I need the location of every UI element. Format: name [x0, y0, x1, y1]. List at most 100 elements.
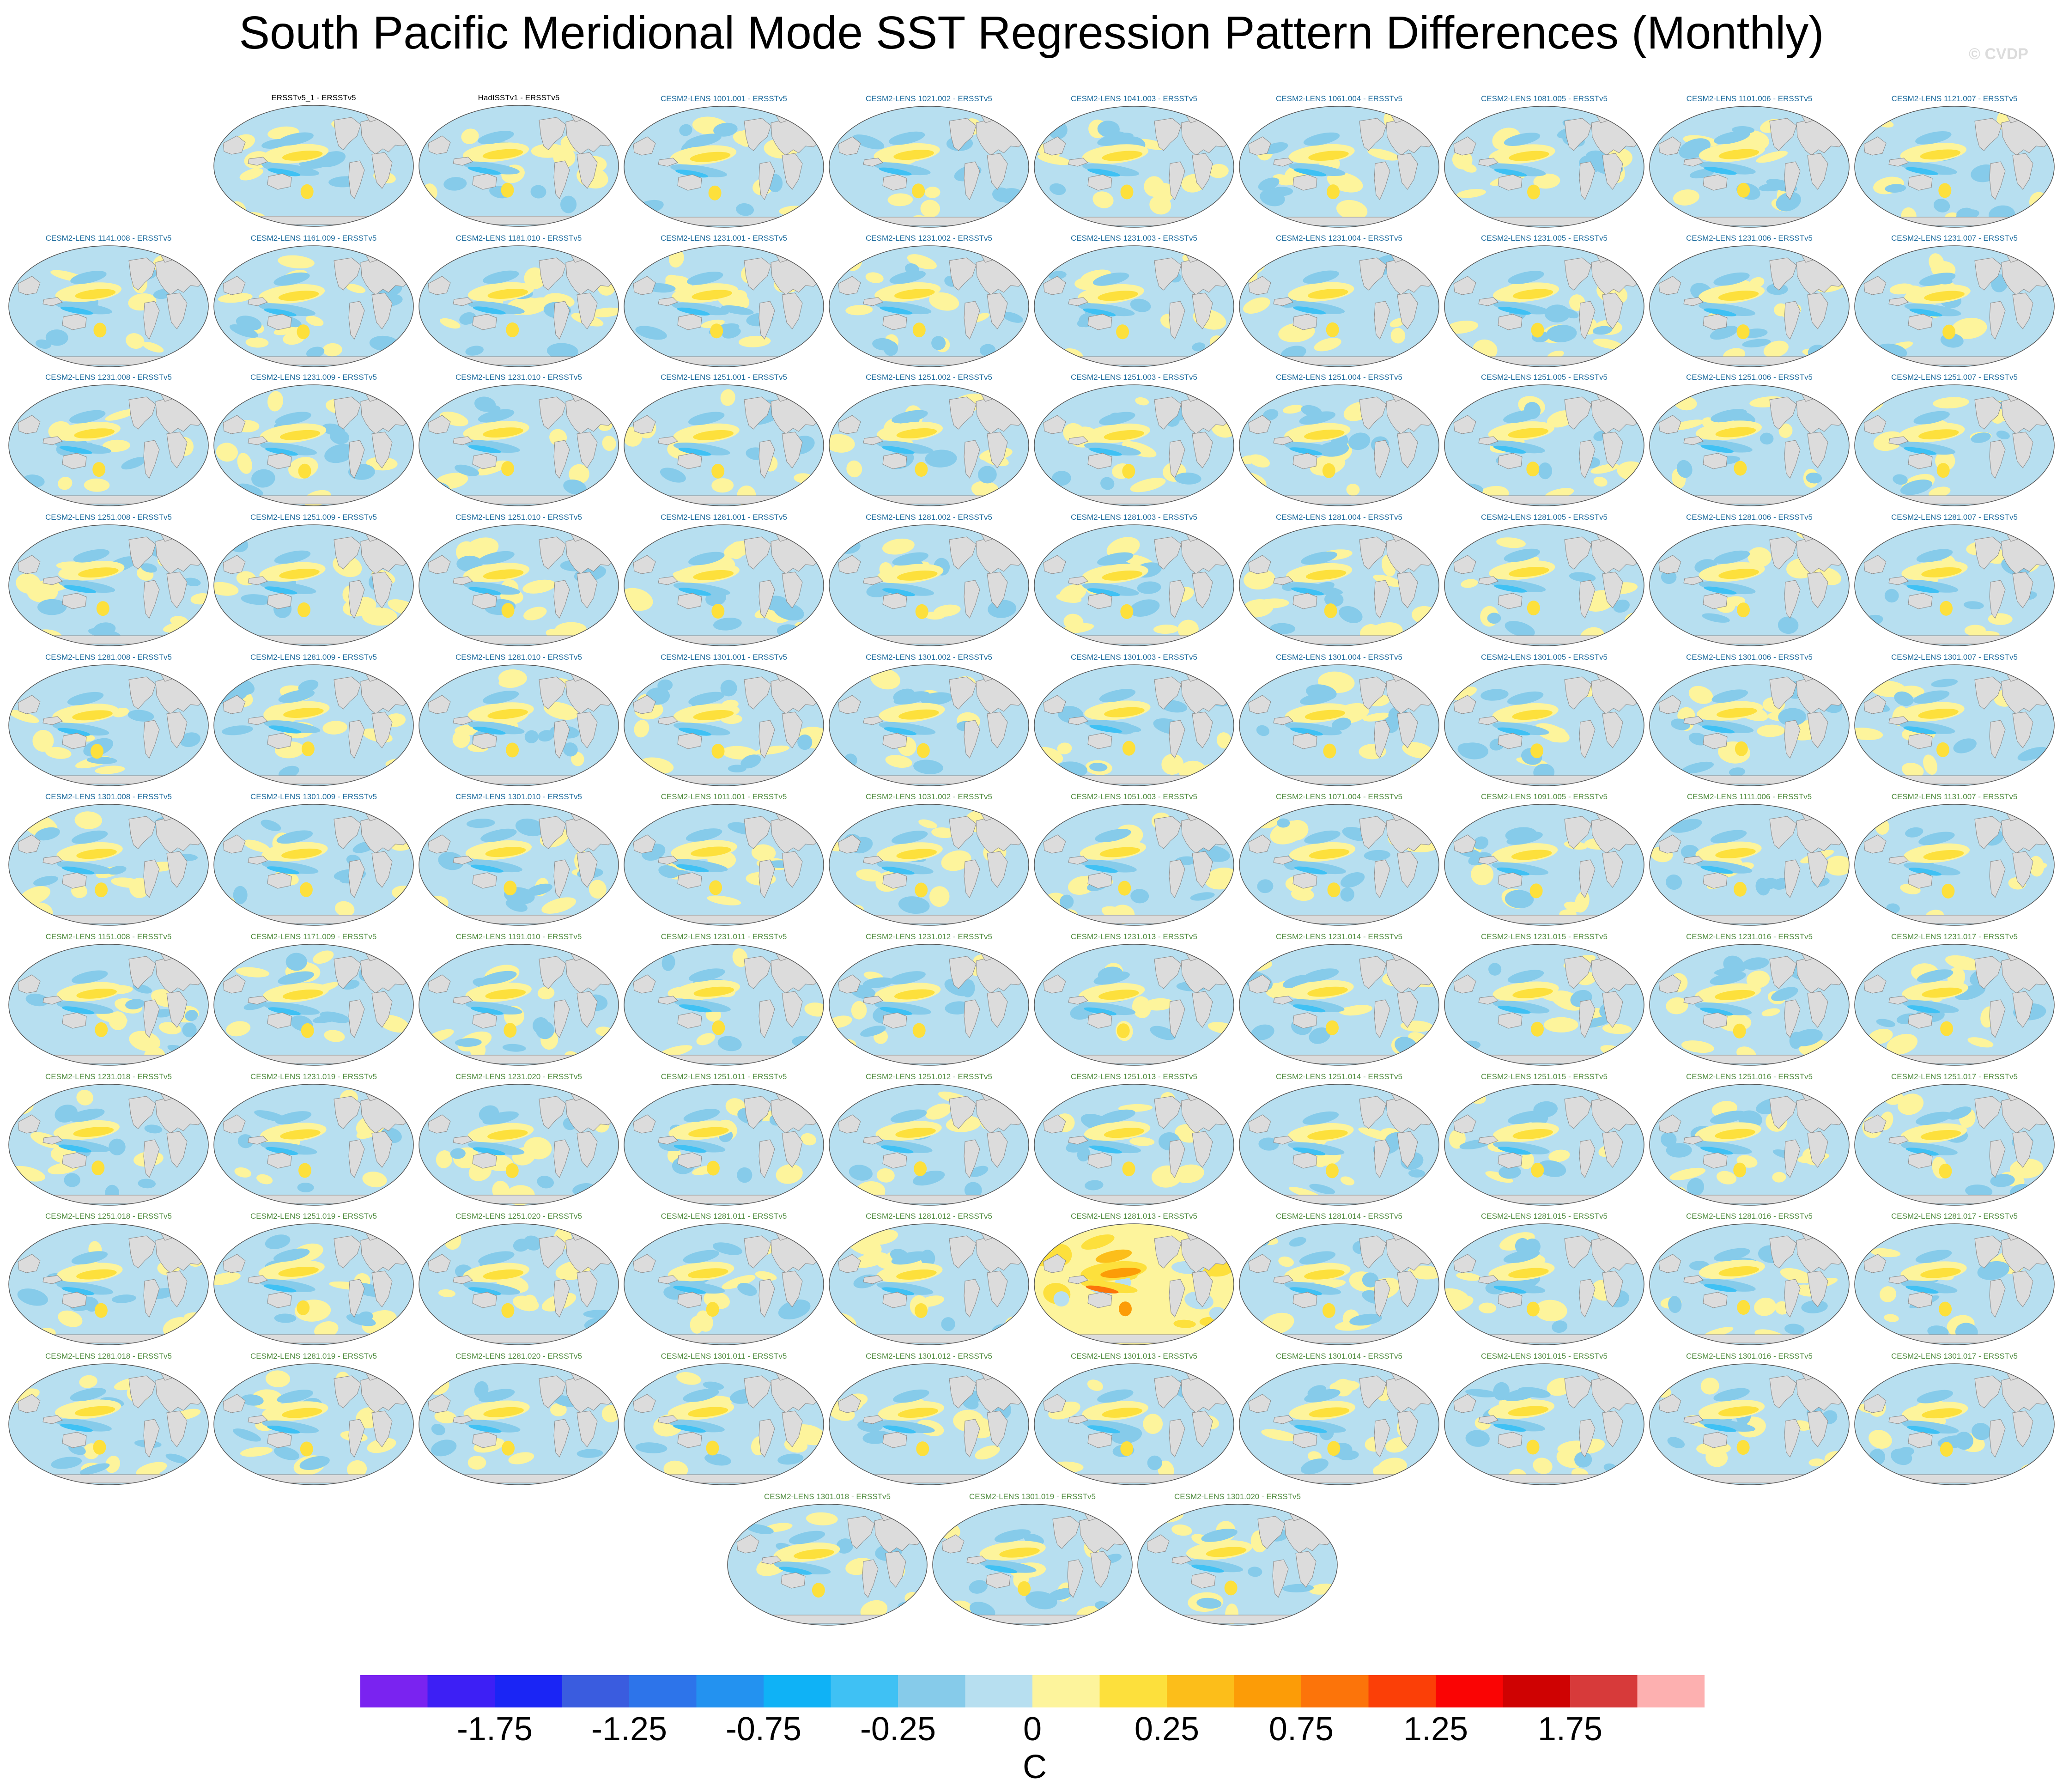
negative-anomaly-patch — [1309, 1027, 1331, 1044]
positive-anomaly-patch — [865, 272, 884, 283]
positive-anomaly-patch — [524, 267, 546, 289]
negative-anomaly-patch — [1002, 312, 1023, 323]
land-mass — [2012, 1410, 2033, 1447]
land-mass — [223, 1114, 246, 1134]
positive-anomaly-patch — [265, 1370, 291, 1388]
map-panel: CESM2-LENS 1301.008 - ERSSTv5 — [7, 792, 210, 931]
panel-title: CESM2-LENS 1131.007 - ERSSTv5 — [1891, 792, 2018, 801]
map-panel: CESM2-LENS 1251.011 - ERSSTv5 — [622, 1072, 825, 1211]
colorbar-box — [1436, 1675, 1504, 1707]
negative-anomaly-patch — [1192, 342, 1206, 352]
land-mass — [633, 415, 656, 434]
land-mass — [1658, 1254, 1681, 1273]
positive-anomaly-patch — [388, 209, 404, 223]
land-mass — [1885, 775, 2024, 784]
map-panel-grid: ERSSTv5_1 - ERSSTv5 HadISSTv1 - ERSSTv5 CE… — [7, 93, 2055, 1631]
south-pacific-band — [1493, 301, 1550, 315]
positive-anomaly-patch — [523, 607, 547, 620]
positive-anomaly-patch — [58, 1310, 83, 1327]
negative-anomaly-patch — [1544, 304, 1570, 323]
negative-anomaly-patch — [1505, 890, 1534, 909]
positive-anomaly-patch — [226, 1021, 251, 1037]
positive-anomaly-patch — [1449, 1129, 1466, 1149]
land-mass — [18, 1394, 41, 1413]
pacific-warm-core — [278, 291, 319, 301]
negative-anomaly-patch — [721, 305, 754, 315]
south-pacific-warm-spot — [506, 742, 519, 758]
land-mass — [428, 834, 451, 854]
map-panel: CESM2-LENS 1251.019 - ERSSTv5 — [212, 1212, 415, 1350]
colorbar-box — [1570, 1675, 1638, 1707]
pacific-warm-core — [1508, 428, 1549, 438]
land-mass — [1475, 1195, 1614, 1204]
negative-anomaly-patch — [941, 1317, 955, 1331]
north-pacific-patch — [789, 1531, 825, 1544]
positive-anomaly-patch — [214, 582, 239, 596]
sst-map — [1649, 384, 1850, 506]
sst-map — [624, 1363, 824, 1485]
land-mass — [1359, 1375, 1387, 1409]
negative-anomaly-patch — [1465, 1389, 1498, 1397]
negative-anomaly-patch — [125, 999, 145, 1009]
land-mass — [453, 1415, 473, 1424]
colorbar-tick-label: -0.75 — [725, 1711, 802, 1748]
panel-title: CESM2-LENS 1191.010 - ERSSTv5 — [455, 932, 582, 941]
negative-anomaly-patch — [740, 754, 761, 769]
pacific-warm-core — [1512, 710, 1553, 720]
negative-anomaly-patch — [1766, 283, 1788, 295]
positive-anomaly-patch — [1544, 1017, 1578, 1033]
sst-map — [829, 1363, 1029, 1485]
panel-title: CESM2-LENS 1301.008 - ERSSTv5 — [45, 792, 172, 801]
land-mass — [39, 356, 178, 365]
sst-map — [1034, 1223, 1234, 1345]
land-mass — [1989, 1279, 2006, 1318]
negative-anomaly-patch — [25, 993, 49, 1007]
negative-anomaly-patch — [713, 122, 738, 137]
land-mass — [1888, 1136, 1909, 1145]
land-mass — [1374, 999, 1390, 1038]
land-mass — [1683, 856, 1704, 865]
panel-title: CESM2-LENS 1231.018 - ERSSTv5 — [45, 1072, 172, 1081]
land-mass — [576, 152, 598, 189]
sst-map — [8, 664, 209, 786]
positive-anomaly-patch — [537, 986, 555, 1000]
land-mass — [1043, 1394, 1066, 1413]
land-mass — [553, 859, 570, 898]
land-mass — [248, 436, 268, 445]
positive-anomaly-patch — [1951, 317, 1987, 339]
south-pacific-core — [1700, 1146, 1733, 1155]
negative-anomaly-patch — [1613, 599, 1630, 613]
panel-title: CESM2-LENS 1231.006 - ERSSTv5 — [1686, 234, 1813, 243]
land-mass — [39, 775, 178, 784]
positive-anomaly-patch — [1923, 754, 1937, 775]
land-mass — [677, 1012, 702, 1029]
land-mass — [1579, 720, 1596, 759]
land-mass — [1658, 695, 1681, 714]
land-mass — [964, 1419, 980, 1458]
positive-anomaly-patch — [1772, 1172, 1786, 1183]
land-mass — [39, 915, 178, 924]
map-panel: CESM2-LENS 1301.018 - ERSSTv5 — [726, 1492, 929, 1631]
colorbar-box — [1637, 1675, 1705, 1707]
south-pacific-band — [1082, 583, 1139, 596]
negative-anomaly-patch — [111, 1294, 137, 1303]
land-mass — [1475, 915, 1614, 924]
south-pacific-warm-spot — [95, 1022, 108, 1037]
negative-anomaly-patch — [1552, 1320, 1568, 1333]
land-mass — [633, 1114, 656, 1134]
north-pacific-patch — [1714, 131, 1750, 145]
positive-anomaly-patch — [543, 702, 578, 720]
map-panel: CESM2-LENS 1301.020 - ERSSTv5 — [1136, 1492, 1339, 1631]
map-panel: CESM2-LENS 1071.004 - ERSSTv5 — [1238, 792, 1441, 931]
pacific-warm-core — [1309, 849, 1350, 859]
negative-anomaly-patch — [443, 177, 467, 191]
sst-map — [213, 524, 414, 646]
negative-anomaly-patch — [455, 1038, 482, 1047]
map-panel: CESM2-LENS 1251.018 - ERSSTv5 — [7, 1212, 210, 1350]
negative-anomaly-patch — [1190, 892, 1215, 901]
south-pacific-warm-spot — [1322, 1303, 1335, 1318]
map-border — [1649, 664, 1850, 786]
land-mass — [1192, 1410, 1213, 1447]
land-mass — [1453, 695, 1476, 714]
sst-map — [1444, 106, 1644, 228]
